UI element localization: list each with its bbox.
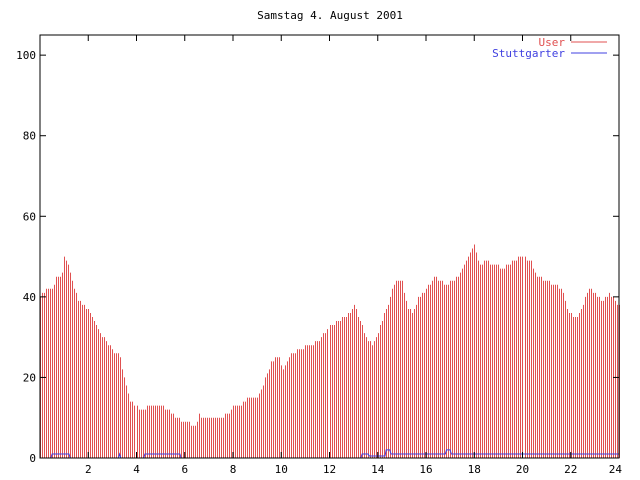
legend: User Stuttgarter [492, 36, 607, 60]
legend-label-stuttgarter: Stuttgarter [492, 47, 565, 60]
x-tick-label: 2 [85, 463, 92, 476]
x-tick-label: 14 [371, 463, 385, 476]
x-tick-label: 12 [323, 463, 336, 476]
y-tick-label: 60 [23, 210, 36, 223]
x-tick-label: 20 [516, 463, 529, 476]
x-tick-label: 10 [275, 463, 288, 476]
x-tick-label: 6 [181, 463, 188, 476]
x-tick-label: 22 [564, 463, 577, 476]
y-tick-label: 20 [23, 371, 36, 384]
y-axis-ticks: 0 20 40 60 80 100 [16, 49, 619, 465]
x-tick-label: 16 [419, 463, 432, 476]
chart-title: Samstag 4. August 2001 [257, 9, 403, 22]
x-tick-label: 4 [133, 463, 140, 476]
user-impulse-bars [40, 244, 620, 458]
y-tick-label: 0 [29, 452, 36, 465]
y-tick-label: 100 [16, 49, 36, 62]
x-axis-ticks: 2 4 6 8 10 12 14 16 18 20 22 24 [85, 35, 622, 476]
legend-label-user: User [539, 36, 566, 49]
y-tick-label: 80 [23, 130, 36, 143]
x-tick-label: 8 [230, 463, 237, 476]
x-tick-label: 24 [609, 463, 623, 476]
x-tick-label: 18 [468, 463, 481, 476]
y-tick-label: 40 [23, 291, 36, 304]
